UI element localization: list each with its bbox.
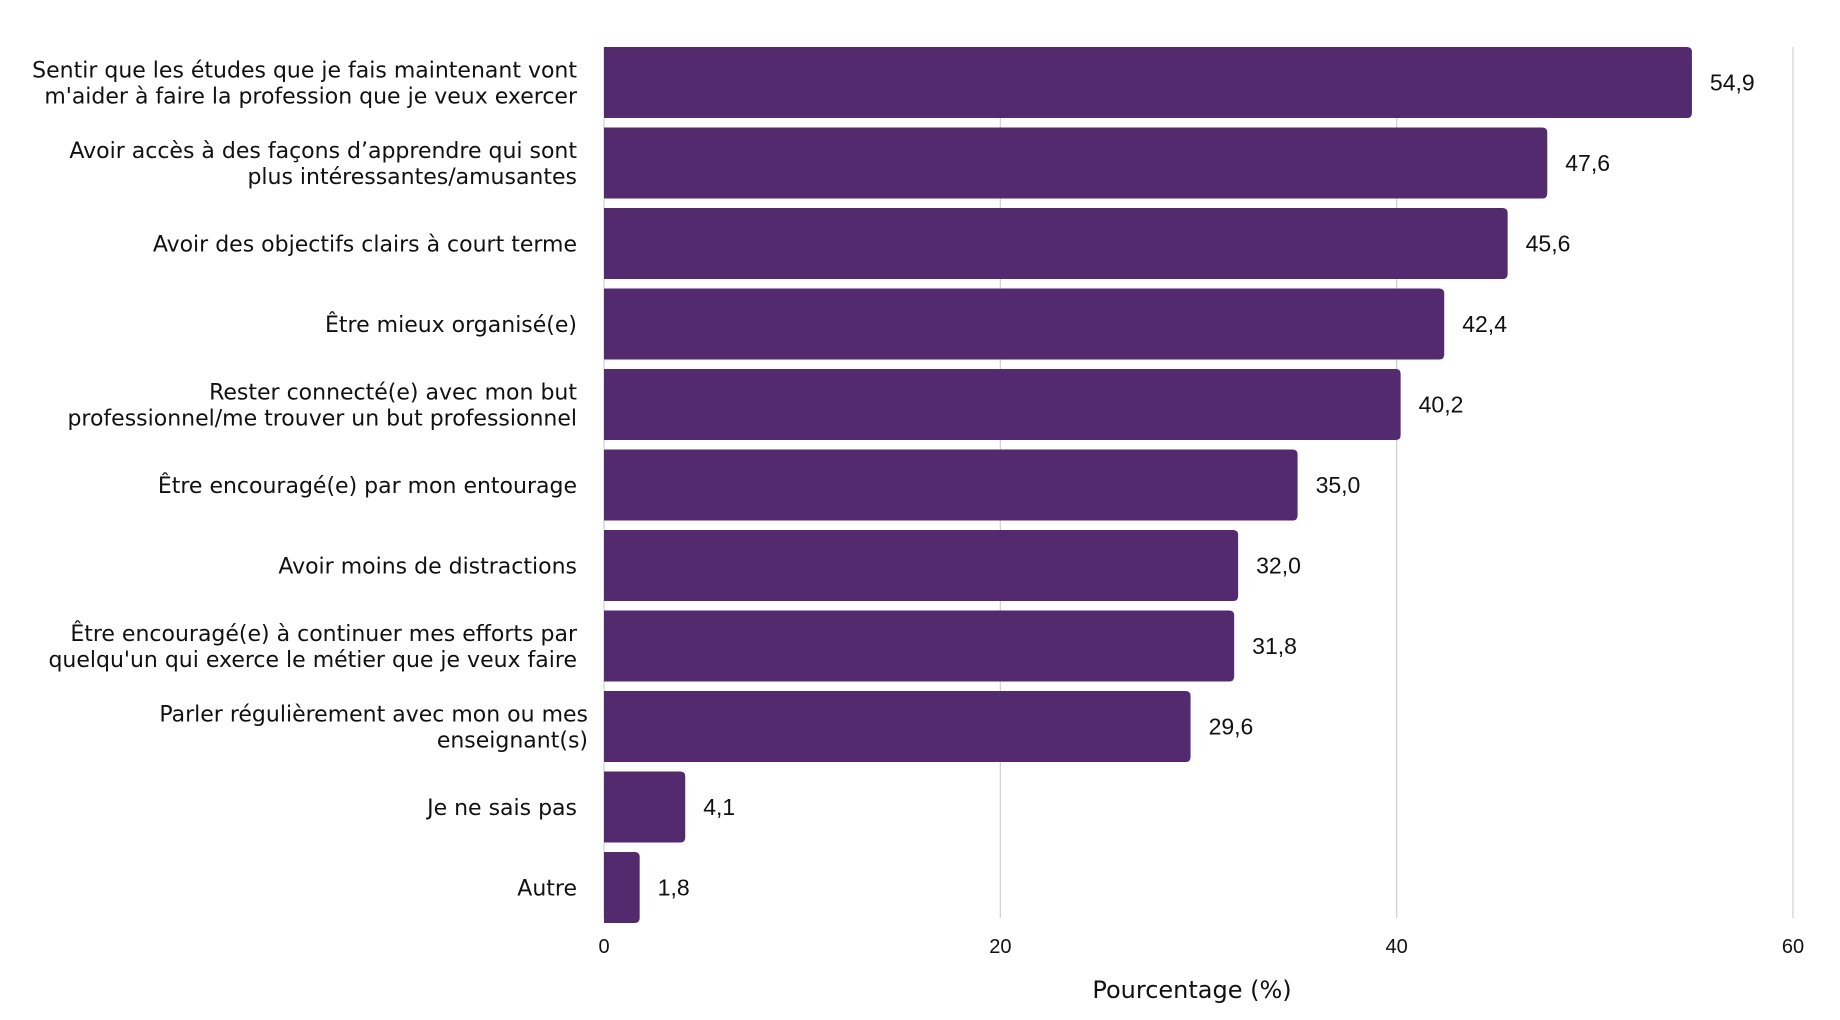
value-label: 47,6: [1565, 150, 1610, 176]
x-tick-label: 60: [1782, 936, 1804, 958]
bar: [604, 127, 1548, 199]
category-label: Avoir accès à des façons d’apprendre qui…: [69, 139, 577, 164]
category-label: Être encouragé(e) à continuer mes effort…: [70, 621, 578, 647]
x-axis-title: Pourcentage (%): [1092, 976, 1291, 1004]
value-label: 45,6: [1526, 231, 1571, 257]
category-label: Être mieux organisé(e): [325, 312, 577, 338]
bar: [604, 691, 1191, 762]
category-label: Parler régulièrement avec mon ou mes: [159, 703, 588, 728]
category-label: Avoir moins de distractions: [278, 555, 577, 580]
value-label: 1,8: [658, 875, 690, 901]
value-label: 54,9: [1710, 70, 1755, 96]
value-label: 29,6: [1209, 714, 1254, 740]
bar: [604, 610, 1235, 682]
x-tick-label: 20: [989, 936, 1011, 958]
bar: [604, 530, 1239, 601]
category-label: Avoir des objectifs clairs à court terme: [153, 233, 577, 258]
bar: [604, 288, 1445, 360]
category-label: Je ne sais pas: [425, 796, 577, 821]
bar: [604, 369, 1401, 440]
bar: [604, 449, 1298, 521]
bars: [604, 47, 1692, 923]
bar: [604, 47, 1692, 118]
bar: [604, 771, 686, 843]
category-label: m'aider à faire la profession que je veu…: [44, 85, 578, 110]
category-label: Autre: [517, 877, 577, 902]
x-tick-label: 40: [1386, 936, 1408, 958]
category-label: Rester connecté(e) avec mon but: [209, 381, 577, 406]
value-label: 35,0: [1316, 472, 1361, 498]
category-label: Sentir que les études que je fais mainte…: [32, 59, 577, 84]
value-label: 32,0: [1256, 553, 1301, 579]
category-label: Être encouragé(e) par mon entourage: [158, 473, 577, 499]
category-label: quelqu'un qui exerce le métier que je ve…: [48, 648, 577, 673]
value-label: 40,2: [1419, 392, 1464, 418]
category-labels: Sentir que les études que je fais mainte…: [32, 59, 588, 902]
value-label: 31,8: [1252, 633, 1297, 659]
bar: [604, 208, 1508, 279]
value-labels: 54,9 47,6 45,6 42,4 40,2 35,0 32,0 31,8 29,6 4,1 1…: [658, 70, 1755, 901]
x-axis-ticks: 0 20 40 60: [598, 936, 1804, 958]
category-label: professionnel/me trouver un but professi…: [67, 407, 577, 432]
bar: [604, 852, 640, 923]
category-label: plus intéressantes/amusantes: [247, 165, 577, 190]
category-label: enseignant(s): [437, 729, 588, 754]
x-tick-label: 0: [598, 936, 609, 958]
value-label: 4,1: [703, 794, 735, 820]
value-label: 42,4: [1462, 311, 1507, 337]
